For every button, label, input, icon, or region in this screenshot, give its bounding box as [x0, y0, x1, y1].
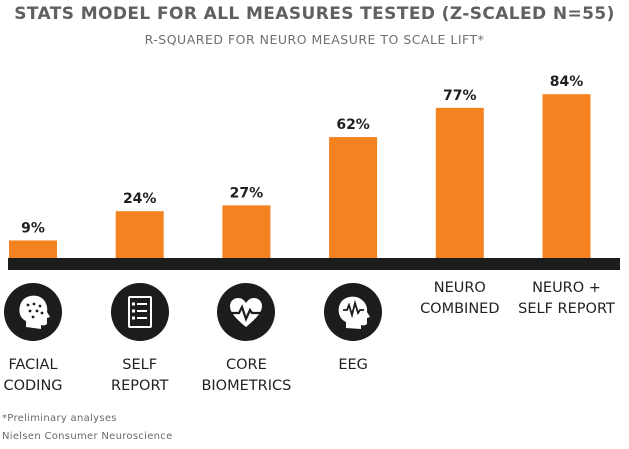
face-dots-icon: [4, 283, 62, 341]
chart-subtitle: R-SQUARED FOR NEURO MEASURE TO SCALE LIF…: [144, 32, 485, 47]
bar-4: [435, 107, 484, 258]
value-label-3: 62%: [336, 117, 370, 133]
bar-1: [115, 211, 164, 258]
chart-title: STATS MODEL FOR ALL MEASURES TESTED (Z-S…: [14, 4, 615, 24]
value-label-1: 24%: [123, 191, 157, 207]
footnote-source: Nielsen Consumer Neuroscience: [2, 431, 173, 442]
bar-5: [542, 94, 591, 258]
brain-wave-icon: [324, 283, 383, 341]
chart-baseline: [8, 258, 620, 270]
category-label-5: NEURO + SELF REPORT: [518, 280, 615, 317]
category-label-1: SELF REPORT: [111, 357, 169, 394]
value-label-5: 84%: [550, 74, 584, 90]
category-label-0: FACIAL CODING: [3, 357, 63, 394]
bar-0: [9, 240, 57, 258]
value-label-2: 27%: [230, 185, 264, 201]
category-label-3: EEG: [338, 357, 368, 373]
heartbeat-icon: [217, 283, 276, 341]
checklist-icon: [110, 283, 169, 341]
value-label-4: 77%: [443, 88, 477, 104]
category-label-4: NEURO COMBINED: [420, 280, 500, 317]
category-label-2: CORE BIOMETRICS: [201, 357, 292, 394]
footnote-preliminary: *Preliminary analyses: [2, 413, 117, 424]
value-label-0: 9%: [21, 220, 45, 236]
bar-2: [222, 205, 271, 258]
bar-3: [329, 137, 378, 258]
